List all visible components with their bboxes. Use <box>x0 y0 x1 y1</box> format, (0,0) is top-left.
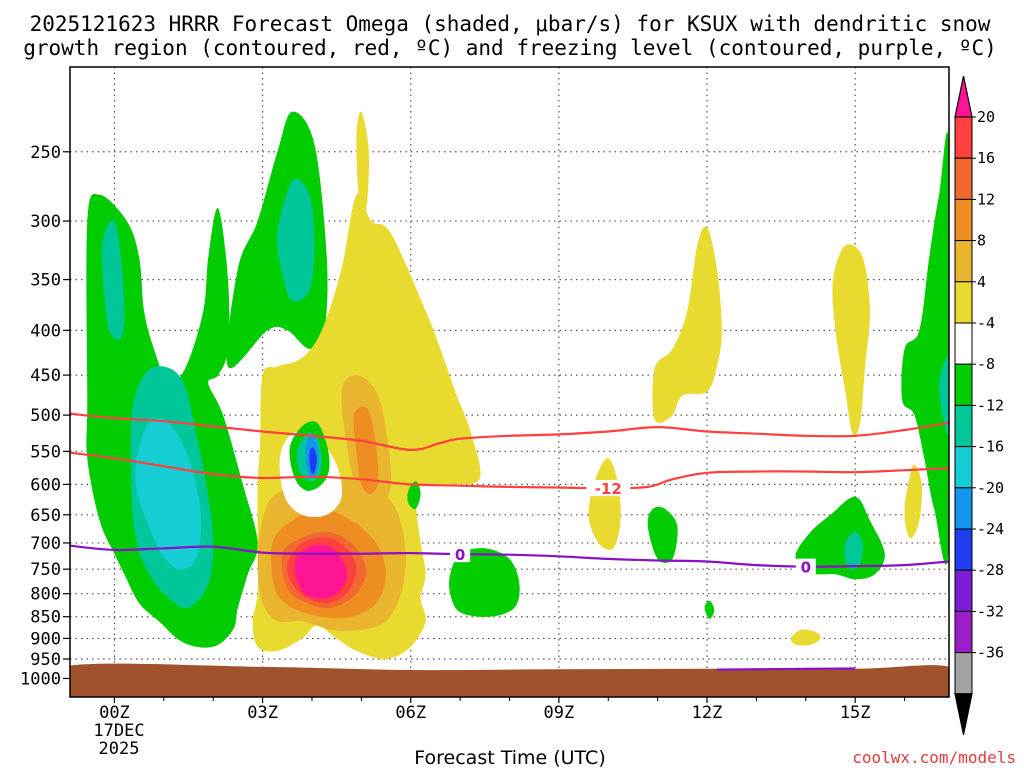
omega-region-green-15z-blob <box>795 496 885 580</box>
colorbar-swatch <box>954 198 973 242</box>
y-tick-label: 250 <box>30 143 61 163</box>
y-tick-label: 550 <box>30 442 61 462</box>
colorbar-swatch <box>954 240 973 283</box>
contour-dgz-lower-isotherm <box>70 451 949 490</box>
colorbar-swatch <box>954 322 973 365</box>
x-tick-label: 00Z <box>99 703 130 723</box>
colorbar-swatch <box>954 652 973 695</box>
y-tick-label: 450 <box>30 366 61 386</box>
omega-region-yellow-14z-blob <box>790 629 821 646</box>
colorbar-label: 20 <box>977 108 995 126</box>
x-tick-label: 06Z <box>395 703 426 723</box>
y-tick-label: 500 <box>30 406 61 426</box>
y-tick-label: 850 <box>30 608 61 628</box>
dgz-label: -12 <box>595 480 622 498</box>
y-axis-ticks: 2503003504004505005506006507007508008509… <box>20 143 70 689</box>
x-year-label: 2025 <box>99 739 140 759</box>
omega-region-yellow-top-sliver <box>356 111 370 211</box>
x-tick-label: 09Z <box>544 703 575 723</box>
omega-region-teal-east-edge <box>939 356 949 435</box>
omega-region-teal-west-upper <box>101 220 125 340</box>
y-tick-label: 600 <box>30 475 61 495</box>
omega-region-green-low-blob <box>449 548 520 617</box>
y-tick-label: 950 <box>30 650 61 670</box>
colorbar-label: -24 <box>977 520 1004 538</box>
contour-freezing-level-surface <box>716 667 856 671</box>
omega-region-orange-mid-plume <box>353 406 379 494</box>
colorbar-swatch <box>954 281 973 324</box>
colorbar-label: 12 <box>977 190 995 208</box>
contour-label-bg <box>795 558 816 575</box>
chart-title-line2: growth region (contoured, red, ºC) and f… <box>23 36 997 60</box>
omega-region-yellow-15z-tall <box>832 244 871 436</box>
colorbar-swatch <box>954 116 973 159</box>
y-tick-label: 400 <box>30 321 61 341</box>
colorbar-label: 4 <box>977 273 986 291</box>
colorbar-swatch <box>954 157 973 200</box>
y-tick-label: 700 <box>30 534 61 554</box>
omega-region-ground <box>70 663 949 697</box>
omega-region-yellow-16z-sliver <box>904 464 923 539</box>
colorbar-swatch <box>954 404 973 448</box>
colorbar-label: 16 <box>977 149 995 167</box>
x-tick-label: 03Z <box>247 703 278 723</box>
omega-region-green-east-edge <box>901 131 949 565</box>
omega-region-navy-bullseye <box>309 447 317 474</box>
omega-region-yellow-12z-tall <box>652 226 722 423</box>
x-date-label: 17DEC <box>93 721 144 741</box>
colorbar-swatch <box>954 528 973 571</box>
contour-labels: -12 0 0 <box>450 480 816 577</box>
omega-region-teal-upper-mid <box>277 178 315 302</box>
y-tick-label: 750 <box>30 560 61 580</box>
omega-region-green-small-dot <box>407 481 421 510</box>
colorbar-swatch <box>954 610 973 654</box>
x-tick-label: 15Z <box>840 703 871 723</box>
y-tick-label: 1000 <box>20 669 61 689</box>
omega-region-magenta-core <box>294 544 347 599</box>
colorbar-label: -12 <box>977 396 1004 414</box>
colorbar: 20 16 12 8 4 -4 -8 -12 -16 -20 -24 -28 -32 -36 <box>954 75 1004 735</box>
colorbar-label: -28 <box>977 561 1004 579</box>
fz-label-2: 0 <box>801 559 811 577</box>
y-tick-label: 650 <box>30 506 61 526</box>
chart-title-line1: 2025121623 HRRR Forecast Omega (shaded, … <box>30 12 991 36</box>
omega-region-teal-15z-blob <box>844 531 863 570</box>
colorbar-label: -20 <box>977 479 1004 497</box>
omega-region-green-12z-dot <box>704 600 715 619</box>
colorbar-label: 8 <box>977 232 986 250</box>
colorbar-top-arrow <box>954 75 973 118</box>
colorbar-label: -8 <box>977 355 995 373</box>
credit-text: coolwx.com/models <box>852 748 1016 767</box>
plot-area: -12 0 0 <box>69 66 950 698</box>
y-tick-label: 900 <box>30 629 61 649</box>
colorbar-label: -32 <box>977 602 1004 620</box>
contour-dgz-upper-isotherm <box>70 412 949 452</box>
colorbar-swatch <box>954 569 973 612</box>
fz-label-1: 0 <box>455 546 465 564</box>
colorbar-label: -16 <box>977 438 1004 456</box>
x-axis-label: Forecast Time (UTC) <box>414 747 605 768</box>
colorbar-swatch <box>954 487 973 530</box>
omega-region-cyan-west <box>135 418 202 570</box>
y-tick-label: 350 <box>30 271 61 291</box>
colorbar-label: -36 <box>977 644 1004 662</box>
temperature-contours <box>70 412 949 671</box>
x-axis-ticks: 00Z 03Z 06Z 09Z 12Z 15Z <box>99 697 906 723</box>
colorbar-bottom-arrow <box>954 693 973 735</box>
y-tick-label: 800 <box>30 585 61 605</box>
contour-label-bg <box>586 480 631 497</box>
colorbar-swatch <box>954 446 973 489</box>
colorbar-swatch <box>954 363 973 406</box>
x-tick-label: 12Z <box>692 703 723 723</box>
colorbar-label: -4 <box>977 314 995 332</box>
omega-region-green-11z-blob <box>647 506 678 563</box>
y-tick-label: 300 <box>30 212 61 232</box>
contour-label-bg <box>450 546 471 563</box>
